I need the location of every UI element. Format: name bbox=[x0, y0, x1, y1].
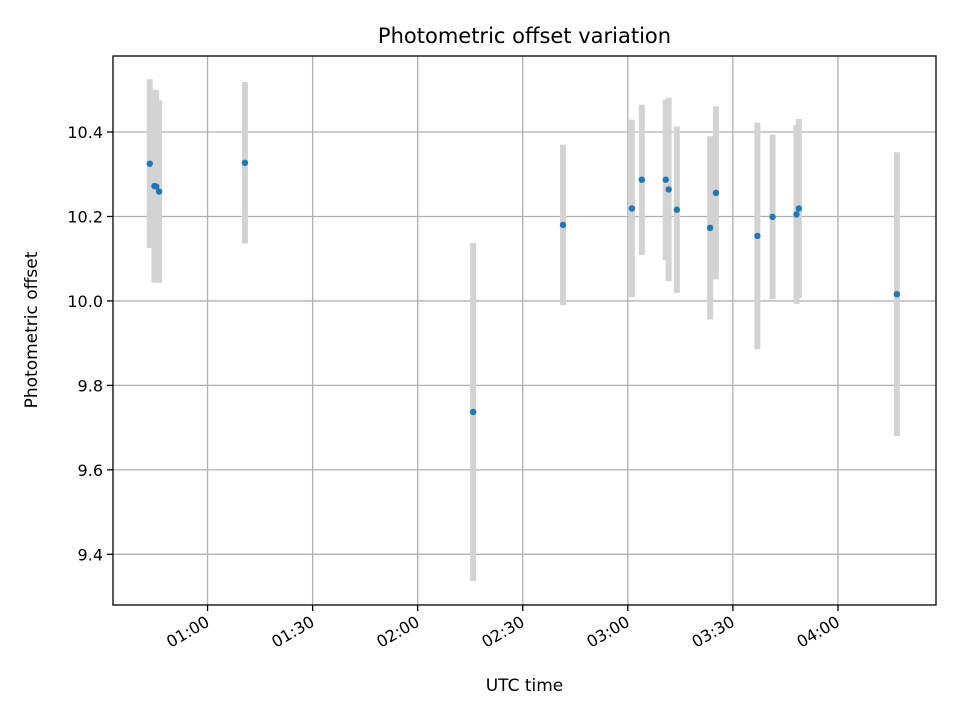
data-point bbox=[769, 213, 776, 221]
y-tick-label: 9.6 bbox=[78, 461, 103, 480]
data-point bbox=[152, 183, 160, 190]
data-point bbox=[241, 159, 249, 167]
data-points bbox=[146, 159, 901, 416]
y-axis-label: Photometric offset bbox=[22, 251, 42, 408]
x-tick-label: 03:30 bbox=[688, 612, 737, 652]
y-tick-label: 10.4 bbox=[67, 123, 103, 142]
data-point bbox=[754, 232, 761, 240]
x-tick-label: 02:00 bbox=[373, 612, 422, 652]
data-point bbox=[469, 408, 477, 416]
chart-title: Photometric offset variation bbox=[378, 24, 671, 48]
data-point bbox=[793, 211, 800, 218]
data-point bbox=[673, 206, 681, 213]
x-tick-label: 02:30 bbox=[478, 612, 527, 652]
data-point bbox=[893, 290, 901, 298]
x-axis-label: UTC time bbox=[486, 676, 564, 696]
x-tick-label: 01:30 bbox=[268, 612, 317, 652]
y-tick-label: 10.2 bbox=[67, 207, 103, 226]
data-point bbox=[146, 160, 153, 167]
data-point bbox=[665, 186, 672, 193]
y-tick-label: 10.0 bbox=[67, 292, 103, 311]
data-point bbox=[795, 205, 803, 212]
data-point bbox=[638, 176, 646, 183]
data-point bbox=[706, 224, 714, 232]
data-point bbox=[712, 189, 720, 197]
y-tick-label: 9.4 bbox=[78, 545, 103, 564]
data-point bbox=[559, 221, 567, 229]
x-tick-label: 03:00 bbox=[583, 612, 632, 652]
grid bbox=[113, 56, 936, 605]
y-tick-label: 9.8 bbox=[78, 376, 103, 395]
data-point bbox=[155, 188, 163, 195]
data-point bbox=[662, 176, 669, 183]
x-tick-label: 04:00 bbox=[794, 612, 843, 652]
plot-frame bbox=[112, 55, 937, 606]
data-point bbox=[628, 205, 636, 212]
axis-ticks: 01:00 01:30 02:00 02:30 03:00 03:30 04:00 9.4 9.… bbox=[67, 123, 843, 652]
x-tick-label: 01:00 bbox=[163, 612, 212, 652]
